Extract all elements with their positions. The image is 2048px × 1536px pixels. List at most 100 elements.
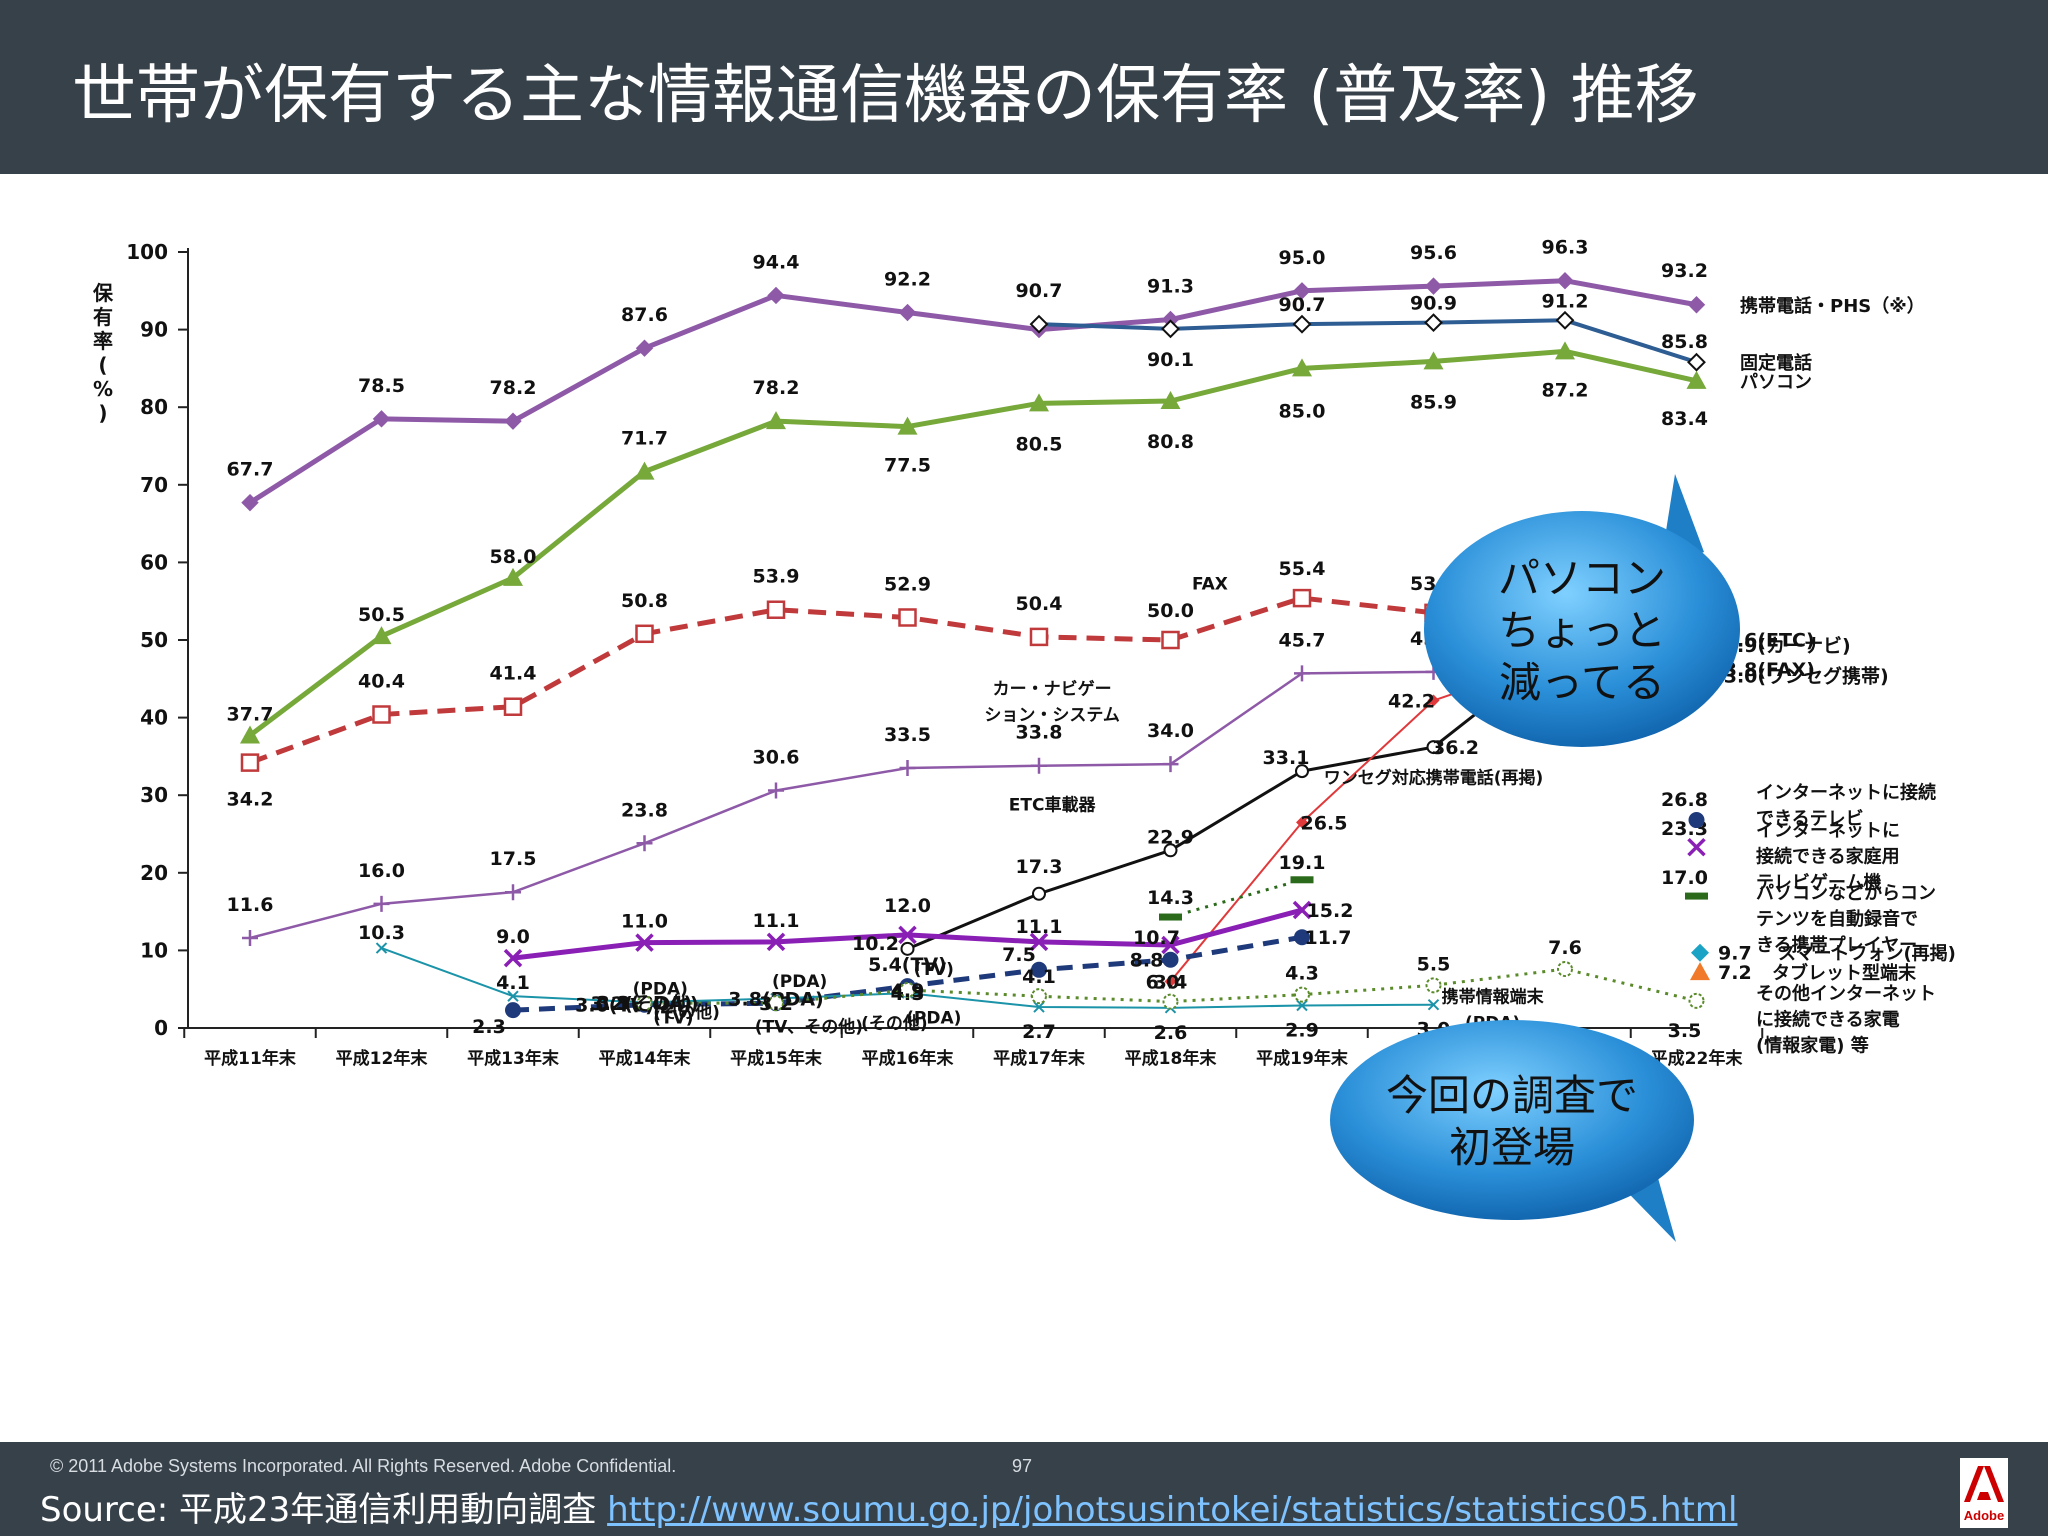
data-point: [1293, 282, 1311, 300]
legend-entry: できるテレビ: [1756, 808, 1864, 829]
series-line: [248, 348, 1698, 738]
data-label: 2.3: [472, 1016, 506, 1038]
data-point: [898, 608, 917, 627]
data-label: 37.7: [227, 703, 274, 725]
data-label: 87.2: [1542, 379, 1589, 401]
data-label: 2.7: [1022, 1021, 1056, 1043]
data-point: [507, 990, 519, 1002]
chart-annotation: (TV): [653, 1008, 693, 1028]
data-label: 11.1: [1016, 916, 1063, 938]
data-label: 43.8(FAX): [1711, 659, 1815, 681]
data-point: [505, 884, 521, 901]
data-label: 34.2: [227, 789, 274, 811]
data-label: 9.0: [496, 926, 530, 948]
chart-annotation: FAX: [1192, 575, 1228, 595]
data-point: [635, 339, 654, 357]
data-label: 55.4: [1279, 558, 1326, 580]
data-point: [240, 753, 260, 772]
y-tick-label: 10: [140, 938, 168, 962]
data-label: 67.7: [227, 459, 274, 481]
data-point: [505, 1002, 521, 1019]
data-label: 3.0(TV): [575, 995, 654, 1017]
data-label: 52.9: [884, 573, 931, 595]
legend-entry: その他インターネット: [1756, 982, 1936, 1004]
data-label: 36.2: [1432, 737, 1479, 759]
data-point: [1031, 961, 1047, 978]
y-tick-label: 20: [140, 861, 168, 885]
chart-annotation: ワンセグ対応携帯電話(再掲): [1324, 768, 1544, 789]
data-point: [898, 925, 917, 945]
data-point: [1296, 816, 1308, 829]
data-label: 26.8: [1661, 789, 1708, 811]
data-label: 12.0: [884, 895, 931, 917]
data-label: 3.2: [759, 993, 793, 1015]
data-label: 95.6: [1410, 242, 1457, 264]
data-label: 41.4: [490, 663, 537, 685]
callout-new-bubble: [1330, 1020, 1694, 1220]
data-label: 15.2: [1307, 900, 1354, 922]
data-label: 11.7: [1305, 927, 1352, 949]
data-label: 11.1: [753, 910, 800, 932]
data-label: 90.1: [1147, 349, 1194, 371]
data-label: 5.4(TV): [868, 954, 947, 976]
chart-annotation: ション・システム: [984, 705, 1120, 725]
data-point: [636, 995, 653, 1012]
legend-entry: きる携帯プレイヤー: [1756, 934, 1917, 956]
data-label: 95.0: [1279, 247, 1326, 269]
data-label: 85.8: [1661, 331, 1708, 353]
adobe-logo-text: Adobe: [1963, 1508, 2005, 1523]
data-label: 77.5: [884, 455, 931, 477]
page-number: 97: [1012, 1456, 1033, 1476]
legend-entry: インターネットに: [1756, 820, 1900, 841]
data-label: 40.4: [358, 670, 405, 692]
data-label: 11.6: [227, 894, 274, 916]
source-link[interactable]: http://www.soumu.go.jp/johotsusintokei/s…: [607, 1490, 1738, 1530]
source-line: Source: 平成23年通信利用動向調査 http://www.soumu.g…: [40, 1482, 1737, 1531]
data-point: [1161, 935, 1180, 955]
data-point: [767, 286, 785, 305]
data-point: [635, 624, 654, 644]
data-point: [1029, 314, 1049, 334]
data-label: 16.0: [358, 860, 405, 882]
data-label: 85.9: [1410, 391, 1457, 413]
chart-annotation: (その他): [653, 1002, 720, 1023]
data-point: [503, 567, 523, 586]
data-point: [1033, 1001, 1045, 1013]
data-point: [1162, 951, 1179, 968]
data-point: [372, 410, 391, 428]
data-label: 4.1: [1022, 966, 1056, 988]
data-label: 94.4: [753, 251, 800, 273]
data-label: 26.5: [1301, 812, 1348, 834]
data-point: [1289, 875, 1315, 885]
data-point: [1161, 319, 1180, 339]
data-point: [1686, 370, 1707, 389]
data-label: 78.2: [753, 377, 800, 399]
data-point: [1031, 757, 1047, 774]
data-label: 23.8: [621, 799, 668, 821]
data-label: 14.3: [1147, 887, 1194, 909]
chart-annotation: (TV、その他): [755, 1017, 863, 1038]
data-label: 87.6: [621, 304, 668, 326]
data-label: 9.7: [1718, 943, 1752, 965]
data-point: [899, 981, 916, 998]
chart-annotation: ETC車載器: [1009, 795, 1097, 816]
x-tick-label: 平成19年末: [1256, 1048, 1349, 1069]
data-point: [1294, 665, 1310, 682]
data-label: 71.7: [621, 428, 668, 450]
data-label: 43.0(ワンセグ携帯): [1711, 664, 1889, 687]
data-label: 3.2(その他): [590, 992, 698, 1015]
series-line: [249, 595, 1434, 765]
data-label: 4.1: [496, 972, 530, 994]
data-label: 90.9: [1410, 293, 1457, 315]
legend-entry: 接続できる家庭用: [1756, 845, 1900, 867]
callout-pc-bubble: [1424, 511, 1740, 747]
data-label: 92.2: [884, 269, 931, 291]
data-point: [1424, 277, 1443, 295]
data-point: [898, 303, 917, 322]
data-point: [241, 493, 259, 512]
data-label: 53.9: [753, 566, 800, 588]
data-point: [371, 626, 392, 645]
callout-new-line: 今回の調査で: [1386, 1071, 1638, 1120]
data-point: [1029, 393, 1049, 412]
